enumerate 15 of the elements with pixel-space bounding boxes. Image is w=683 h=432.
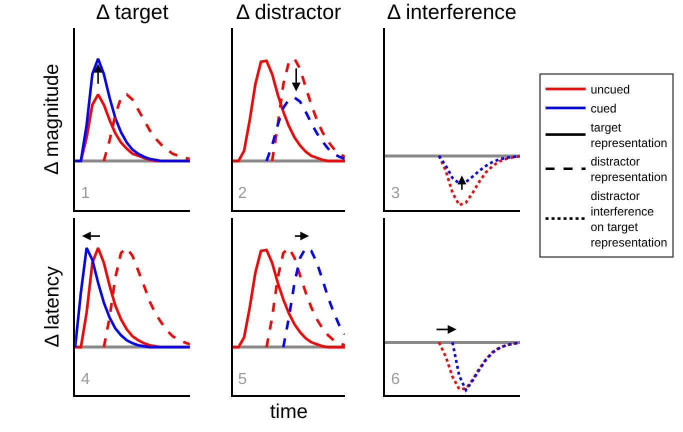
x-axis-title: time: [270, 401, 308, 423]
annotation: 3: [391, 185, 400, 202]
annotation: 6: [391, 371, 400, 388]
text: 1: [81, 185, 90, 202]
y-axis-title: Δ magnitude: [40, 64, 63, 175]
legend-label: uncued: [590, 82, 630, 97]
chart-title: Δ target: [96, 1, 169, 24]
legend-label: cued: [590, 102, 617, 116]
chart-title: Δ interference: [387, 1, 517, 24]
text: 5: [238, 371, 247, 388]
text: 4: [81, 371, 90, 388]
chart-title: Δ distractor: [236, 1, 342, 24]
legend-label: distractor interference on target representation: [590, 188, 668, 250]
text: 2: [238, 185, 247, 202]
y-axis-title: Δ latency: [41, 266, 64, 348]
